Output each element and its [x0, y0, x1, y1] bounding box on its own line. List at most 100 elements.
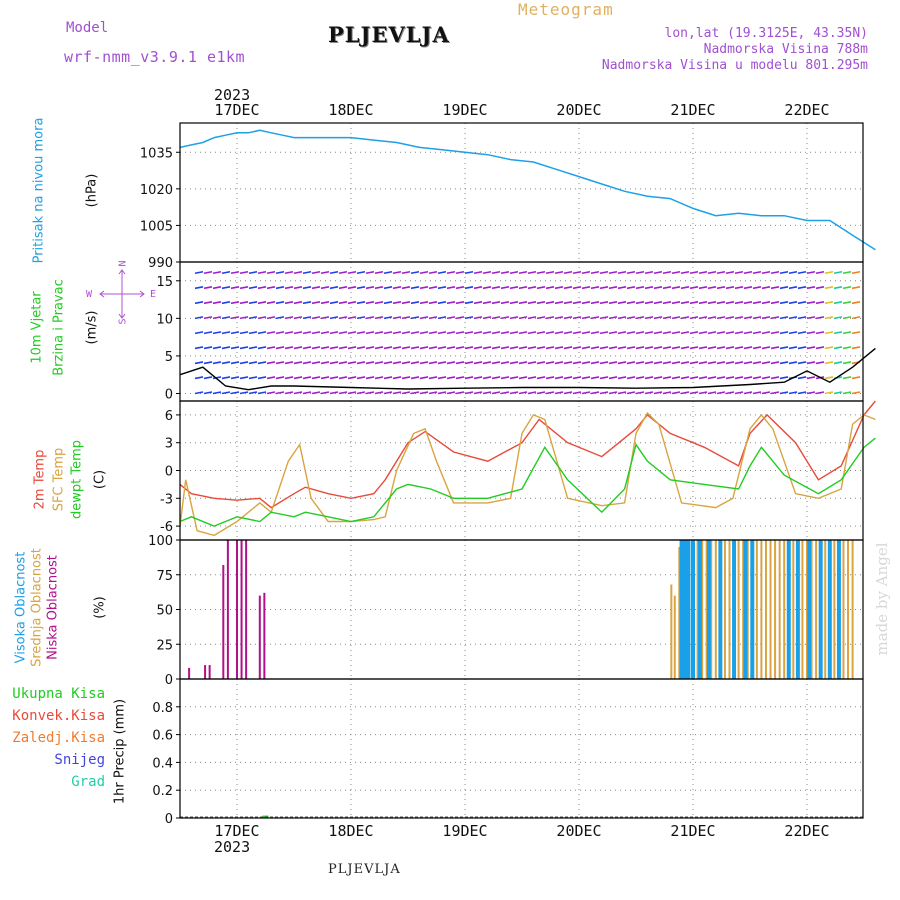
wind-barb [437, 376, 447, 380]
mid-cloud-bar [701, 540, 704, 679]
wind-barb [572, 316, 582, 320]
wind-barb [833, 316, 843, 320]
wind-barb [527, 331, 537, 335]
high-cloud-bar [691, 540, 695, 679]
wind-barb [203, 391, 213, 395]
wind-barb [374, 376, 384, 380]
wind-barb [581, 361, 591, 365]
bottom-day-label: 21DEC [670, 822, 716, 840]
wind-barb [608, 286, 618, 290]
wind-barb [626, 376, 636, 380]
mid-cloud-bar [723, 540, 726, 679]
wind-barb [338, 361, 348, 365]
wind-barb [392, 331, 402, 335]
wind-barb [770, 376, 780, 380]
wind-barb [554, 331, 564, 335]
wind-barb [446, 346, 456, 350]
wind-barb [329, 331, 339, 335]
wind-barb [779, 331, 789, 335]
wind-barb [842, 301, 852, 305]
wind-barb [203, 301, 213, 305]
mid-cloud-bar [673, 595, 676, 679]
wind-barb [824, 270, 834, 275]
wind-barb [590, 346, 600, 350]
wind-barb [599, 331, 609, 335]
wind-barb [446, 361, 456, 365]
wind-barb [806, 286, 816, 290]
wind-barb [212, 301, 222, 305]
wind-barb [599, 270, 609, 275]
wind-barb [275, 346, 285, 350]
wind-barb [464, 316, 474, 320]
wind-barb [482, 391, 492, 395]
wind-barb [257, 376, 267, 380]
wind-barb [338, 376, 348, 380]
wind-barb [212, 376, 222, 380]
wind-barb [689, 270, 699, 275]
wind-barb [779, 286, 789, 290]
wind-barb [563, 376, 573, 380]
wind-barb [491, 286, 501, 290]
wind-barb [644, 270, 654, 275]
wind-barb [851, 316, 861, 320]
wind-barb [437, 361, 447, 365]
wind-barb [482, 316, 492, 320]
wind-barb [572, 331, 582, 335]
wind-barb [500, 301, 510, 305]
wind-barb [599, 286, 609, 290]
wind-barb [635, 301, 645, 305]
wind-barb [500, 331, 510, 335]
y-tick-label: 0 [165, 465, 173, 480]
wind-barb [482, 376, 492, 380]
wind-barb [770, 301, 780, 305]
wind-barb [554, 361, 564, 365]
wind-barb [653, 286, 663, 290]
mid-cloud-bar [847, 540, 850, 679]
wind-barb [626, 361, 636, 365]
wind-barb [266, 331, 276, 335]
wind-barb [482, 301, 492, 305]
wind-barb [608, 361, 618, 365]
mid-cloud-bar [792, 540, 795, 679]
wind-barb [653, 301, 663, 305]
precip-legend-item: Konvek.Kisa [12, 708, 105, 724]
wind-barb [356, 286, 366, 290]
wind-barb [770, 361, 780, 365]
wind-barb [419, 331, 429, 335]
compass-west: W [86, 289, 93, 300]
wind-barb [365, 270, 375, 275]
wind-barb [752, 270, 762, 275]
wind-barb [545, 316, 555, 320]
wind-barb [509, 286, 519, 290]
wind-barb [716, 286, 726, 290]
wind-barb [734, 270, 744, 275]
wind-barb [536, 270, 546, 275]
wind-barb [356, 301, 366, 305]
wind-barb [518, 270, 528, 275]
mid-cloud-bar [737, 540, 740, 679]
wind-barb [320, 346, 330, 350]
wind-barb [464, 286, 474, 290]
wind-barb [284, 316, 294, 320]
wind-barb [239, 391, 249, 395]
high-cloud-bar [718, 540, 723, 679]
wind-barb [230, 346, 240, 350]
wind-barb [581, 331, 591, 335]
top-day-label: 21DEC [670, 101, 716, 119]
y-tick-label: 0.8 [152, 701, 173, 716]
meteogram-label: Meteogram [518, 0, 614, 19]
wind-barb [293, 361, 303, 365]
wind-barb [608, 346, 618, 350]
mid-cloud-bar [769, 540, 772, 679]
wind-barb [761, 361, 771, 365]
wind-barb [410, 346, 420, 350]
wind-barb [491, 361, 501, 365]
wind-barb [779, 346, 789, 350]
wind-barb [212, 331, 222, 335]
wind-barb [374, 301, 384, 305]
wind-barb [734, 286, 744, 290]
wind-barb [842, 376, 852, 380]
wind-barb [815, 331, 825, 335]
wind-barb [653, 376, 663, 380]
wind-barb [428, 391, 438, 395]
